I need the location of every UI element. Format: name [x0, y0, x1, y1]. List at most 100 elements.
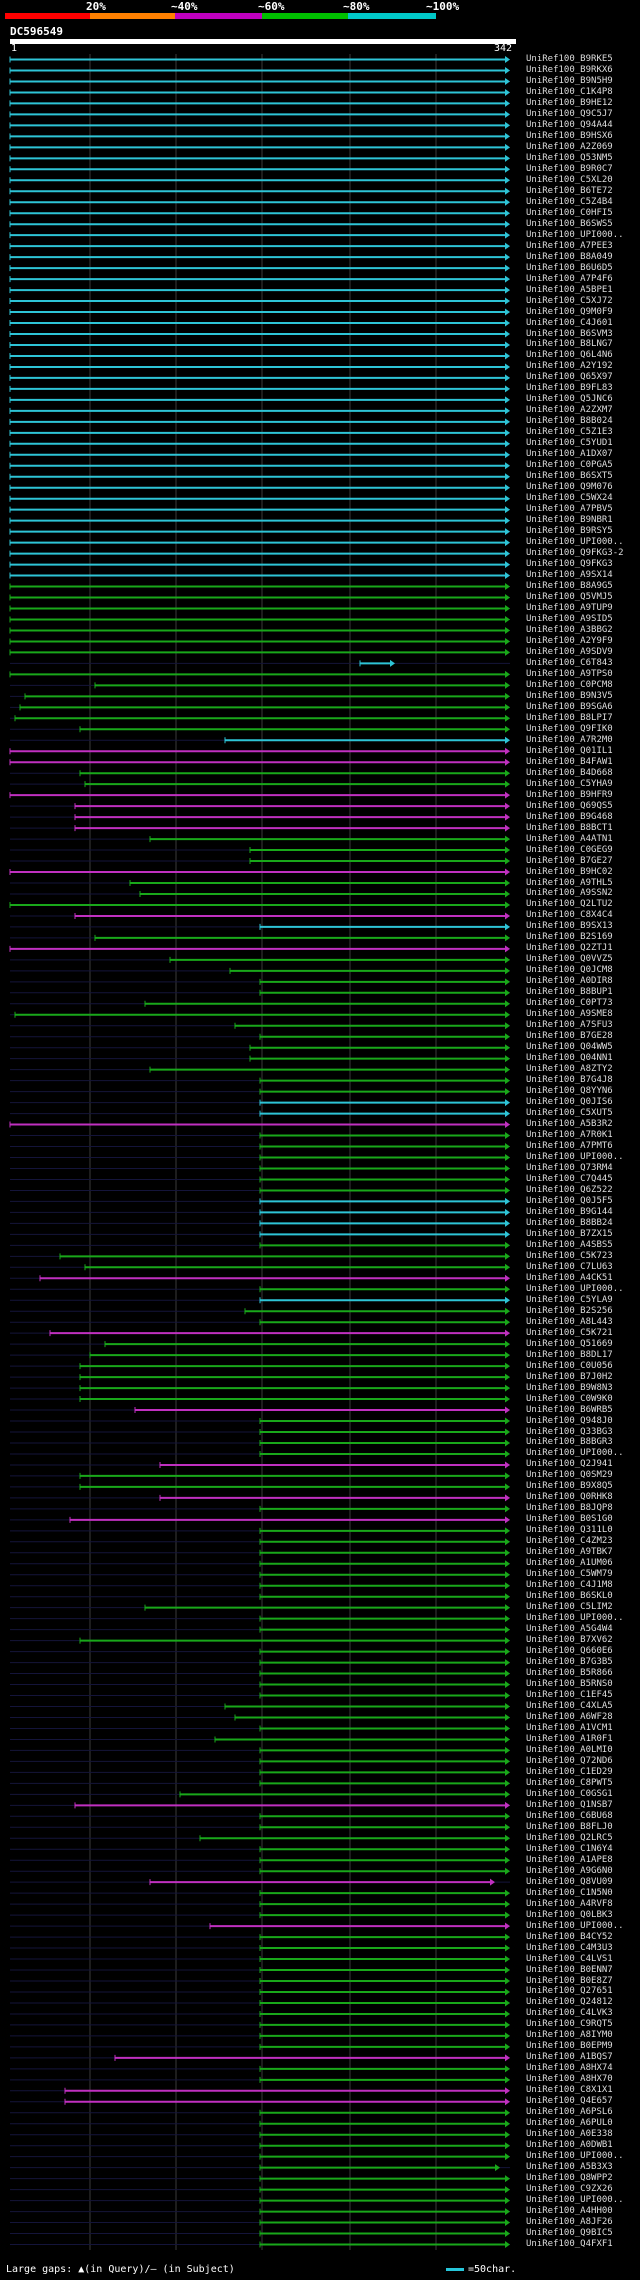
hit-label[interactable]: UniRef100_B5RNS0 — [526, 1679, 613, 1690]
hit-label[interactable]: UniRef100_Q9FKG3 — [526, 559, 613, 570]
hit-label[interactable]: UniRef100_A8L443 — [526, 1316, 613, 1327]
hit-label[interactable]: UniRef100_C4LVK3 — [526, 2008, 613, 2019]
hit-label[interactable]: UniRef100_B9R0C7 — [526, 163, 613, 174]
hit-label[interactable]: UniRef100_B9HC02 — [526, 866, 613, 877]
hit-label[interactable]: UniRef100_Q0JIS6 — [526, 1097, 613, 1108]
hit-label[interactable]: UniRef100_A7P4F6 — [526, 273, 613, 284]
hit-label[interactable]: UniRef100_C5Z1E3 — [526, 427, 613, 438]
hit-label[interactable]: UniRef100_Q53NM5 — [526, 152, 613, 163]
hit-label[interactable]: UniRef100_A4HH00 — [526, 2206, 613, 2217]
hit-label[interactable]: UniRef100_C5K723 — [526, 1250, 613, 1261]
hit-label[interactable]: UniRef100_B7GE28 — [526, 1031, 613, 1042]
hit-label[interactable]: UniRef100_A2Y9F9 — [526, 635, 613, 646]
hit-label[interactable]: UniRef100_Q5VMJ5 — [526, 592, 613, 603]
hit-label[interactable]: UniRef100_C7Q445 — [526, 1173, 613, 1184]
hit-label[interactable]: UniRef100_Q72ND6 — [526, 1755, 613, 1766]
hit-label[interactable]: UniRef100_A7PMT6 — [526, 1141, 613, 1152]
hit-label[interactable]: UniRef100_Q5JNC6 — [526, 394, 613, 405]
hit-label[interactable]: UniRef100_A6PSL6 — [526, 2107, 613, 2118]
hit-label[interactable]: UniRef100_A9TUP9 — [526, 603, 613, 613]
hit-label[interactable]: UniRef100_Q2J941 — [526, 1459, 613, 1470]
hit-label[interactable]: UniRef100_UPI000.. — [526, 1152, 624, 1162]
hit-label[interactable]: UniRef100_Q8YYN6 — [526, 1086, 613, 1097]
hit-label[interactable]: UniRef100_B8LNG7 — [526, 339, 613, 350]
hit-label[interactable]: UniRef100_Q01IL1 — [526, 745, 613, 756]
hit-label[interactable]: UniRef100_A8HX74 — [526, 2063, 613, 2074]
hit-label[interactable]: UniRef100_C0PT73 — [526, 998, 613, 1009]
hit-label[interactable]: UniRef100_B8JQP8 — [526, 1503, 613, 1514]
hit-label[interactable]: UniRef100_B4D668 — [526, 767, 613, 778]
hit-label[interactable]: UniRef100_B9G468 — [526, 811, 613, 822]
hit-label[interactable]: UniRef100_B7G4J8 — [526, 1075, 613, 1086]
hit-label[interactable]: UniRef100_A1VCM1 — [526, 1722, 613, 1733]
hit-label[interactable]: UniRef100_B9NBR1 — [526, 515, 613, 526]
hit-label[interactable]: UniRef100_A0LMI0 — [526, 1744, 613, 1755]
hit-label[interactable]: UniRef100_UPI000.. — [526, 537, 624, 548]
hit-label[interactable]: UniRef100_B9SGA6 — [526, 701, 613, 712]
hit-label[interactable]: UniRef100_B6SVM3 — [526, 328, 613, 339]
hit-label[interactable]: UniRef100_Q6L4N6 — [526, 350, 613, 361]
hit-label[interactable]: UniRef100_Q2LTU2 — [526, 899, 613, 910]
hit-label[interactable]: UniRef100_UPI000.. — [526, 2195, 624, 2206]
hit-label[interactable]: UniRef100_B6WRB5 — [526, 1404, 613, 1415]
hit-label[interactable]: UniRef100_A2ZXM7 — [526, 405, 613, 416]
hit-label[interactable]: UniRef100_A7R0K1 — [526, 1130, 613, 1141]
hit-label[interactable]: UniRef100_Q04NN1 — [526, 1053, 613, 1064]
hit-label[interactable]: UniRef100_B8LPI7 — [526, 712, 613, 723]
hit-label[interactable]: UniRef100_C1N6Y4 — [526, 1843, 613, 1854]
hit-label[interactable]: UniRef100_A9G6N0 — [526, 1865, 613, 1876]
hit-label[interactable]: UniRef100_Q948J0 — [526, 1415, 613, 1426]
hit-label[interactable]: UniRef100_C8X4C4 — [526, 910, 613, 921]
hit-label[interactable]: UniRef100_A5BPE1 — [526, 284, 613, 295]
hit-label[interactable]: UniRef100_Q04WW5 — [526, 1042, 613, 1053]
hit-label[interactable]: UniRef100_C0PGA5 — [526, 460, 613, 471]
hit-label[interactable]: UniRef100_Q1NSB7 — [526, 1799, 613, 1810]
hit-label[interactable]: UniRef100_C6BU68 — [526, 1810, 613, 1821]
hit-label[interactable]: UniRef100_A0DIR8 — [526, 976, 613, 987]
hit-label[interactable]: UniRef100_UPI000.. — [526, 1613, 624, 1624]
hit-label[interactable]: UniRef100_A8ZTY2 — [526, 1064, 613, 1075]
hit-label[interactable]: UniRef100_C9RQT5 — [526, 2019, 613, 2030]
hit-label[interactable]: UniRef100_Q0LBK3 — [526, 1909, 613, 1920]
hit-label[interactable]: UniRef100_Q0VVZ5 — [526, 954, 613, 965]
hit-label[interactable]: UniRef100_A4CK51 — [526, 1272, 613, 1283]
hit-label[interactable]: UniRef100_B7XV62 — [526, 1635, 613, 1646]
hit-label[interactable]: UniRef100_Q8VU09 — [526, 1876, 613, 1887]
hit-label[interactable]: UniRef100_B4FAW1 — [526, 756, 613, 767]
hit-label[interactable]: UniRef100_C4J1M8 — [526, 1580, 613, 1591]
hit-label[interactable]: UniRef100_C0PCM8 — [526, 679, 613, 690]
hit-label[interactable]: UniRef100_B6SXT5 — [526, 471, 613, 482]
hit-label[interactable]: UniRef100_B8BCT1 — [526, 822, 613, 833]
hit-label[interactable]: UniRef100_C0U056 — [526, 1360, 613, 1371]
hit-label[interactable]: UniRef100_C4ZM23 — [526, 1536, 613, 1547]
hit-label[interactable]: UniRef100_B2S256 — [526, 1305, 613, 1316]
hit-label[interactable]: UniRef100_C1EF45 — [526, 1690, 613, 1701]
hit-label[interactable]: UniRef100_C0W9K0 — [526, 1393, 613, 1404]
hit-label[interactable]: UniRef100_B9SX13 — [526, 921, 613, 932]
hit-label[interactable]: UniRef100_C5YHA9 — [526, 778, 613, 789]
hit-label[interactable]: UniRef100_B8BB24 — [526, 1217, 613, 1228]
hit-label[interactable]: UniRef100_UPI000.. — [526, 1283, 624, 1294]
hit-label[interactable]: UniRef100_A1APE8 — [526, 1854, 613, 1865]
hit-label[interactable]: UniRef100_A9SSN2 — [526, 888, 613, 899]
hit-label[interactable]: UniRef100_C8X1X1 — [526, 2085, 613, 2096]
hit-label[interactable]: UniRef100_C5XJ72 — [526, 295, 613, 306]
hit-label[interactable]: UniRef100_B6U6D5 — [526, 262, 613, 273]
hit-label[interactable]: UniRef100_B9N3V5 — [526, 690, 613, 701]
hit-label[interactable]: UniRef100_Q6Z522 — [526, 1184, 613, 1195]
hit-label[interactable]: UniRef100_A7PEE3 — [526, 240, 613, 251]
hit-label[interactable]: UniRef100_C7LU63 — [526, 1261, 613, 1272]
hit-label[interactable]: UniRef100_Q9FIK0 — [526, 723, 613, 734]
hit-label[interactable]: UniRef100_A8IYM0 — [526, 2030, 613, 2041]
hit-label[interactable]: UniRef100_B7GE27 — [526, 855, 613, 866]
hit-label[interactable]: UniRef100_C5LIM2 — [526, 1602, 613, 1613]
hit-label[interactable]: UniRef100_B9RKX6 — [526, 64, 613, 75]
hit-label[interactable]: UniRef100_B6SKL0 — [526, 1591, 613, 1602]
hit-label[interactable]: UniRef100_B7J0H2 — [526, 1371, 613, 1382]
hit-label[interactable]: UniRef100_Q660E6 — [526, 1646, 613, 1657]
hit-label[interactable]: UniRef100_B9X8Q5 — [526, 1481, 613, 1492]
hit-label[interactable]: UniRef100_B8FLJ0 — [526, 1821, 613, 1832]
hit-label[interactable]: UniRef100_C5WX24 — [526, 493, 613, 504]
hit-label[interactable]: UniRef100_B4CY52 — [526, 1931, 613, 1942]
hit-label[interactable]: UniRef100_UPI000.. — [526, 1920, 624, 1931]
